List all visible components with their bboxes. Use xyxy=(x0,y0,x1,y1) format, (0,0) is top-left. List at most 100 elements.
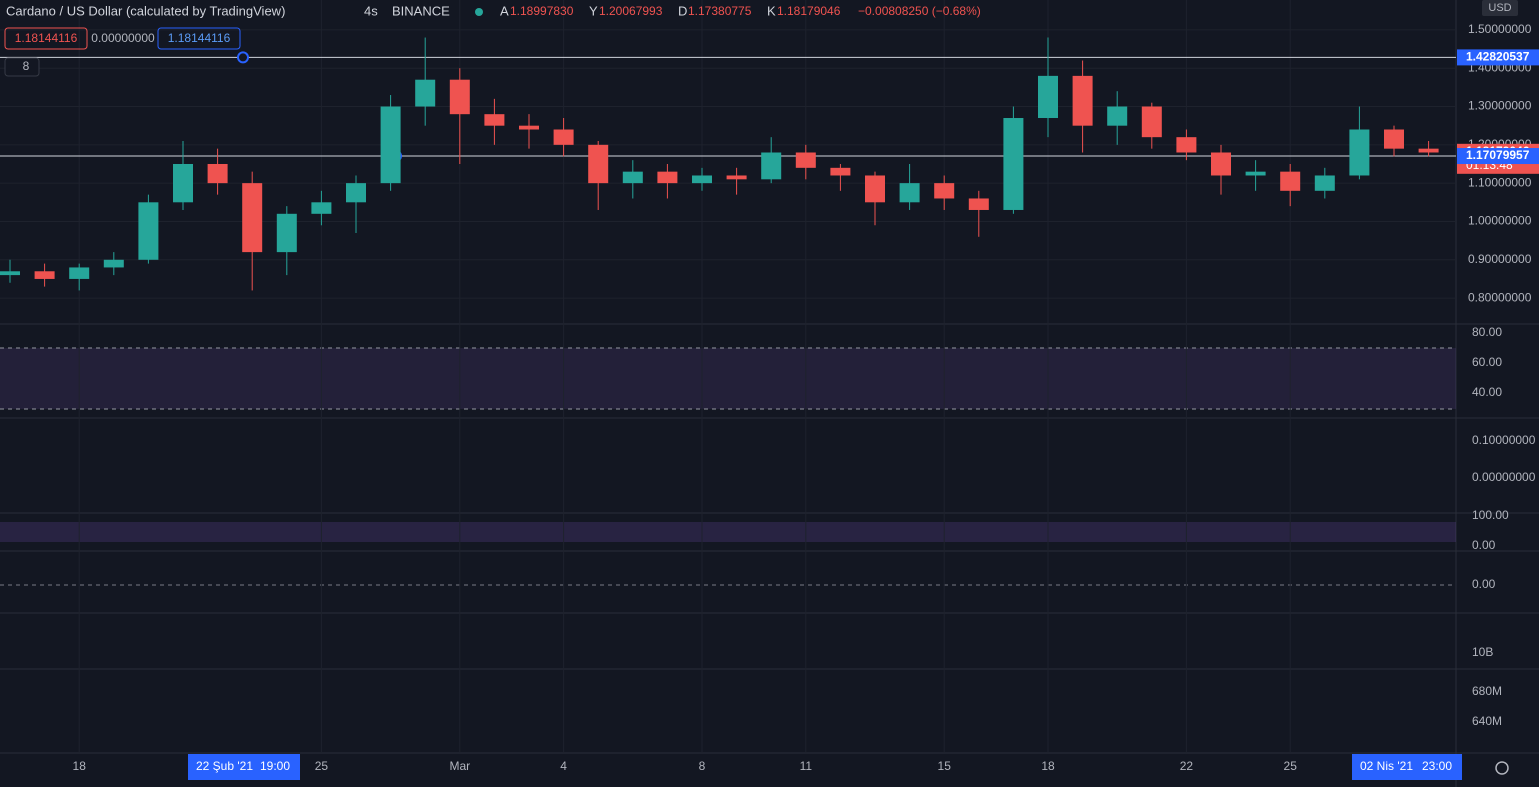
candle-body xyxy=(103,259,124,268)
candle-body xyxy=(346,183,366,203)
settings-icon[interactable] xyxy=(1495,761,1509,775)
x-tick-label: 18 xyxy=(1041,759,1055,773)
candle-body xyxy=(968,198,989,210)
candle-body xyxy=(415,79,436,107)
candle-body xyxy=(622,171,643,184)
interval: 4s xyxy=(364,3,378,18)
pane-tick-label: 10B xyxy=(1472,645,1493,659)
pane-tick-label: 80.00 xyxy=(1472,325,1502,339)
bid[interactable]: 1.18144116 xyxy=(15,31,78,45)
ask[interactable]: 1.18144116 xyxy=(168,31,231,45)
pane-tick-label: 0.10000000 xyxy=(1472,433,1536,447)
currency[interactable]: USD xyxy=(1488,2,1511,14)
currency-box[interactable] xyxy=(1482,0,1518,16)
x-tick-label: 11 xyxy=(800,759,813,773)
candle-body xyxy=(588,144,609,184)
spread: 0.00000000 xyxy=(91,31,155,45)
x-tick-label: 4 xyxy=(560,759,567,773)
ohlc-key: Y xyxy=(589,3,598,18)
crosshair-time: 19:00 xyxy=(260,759,290,773)
candle-body xyxy=(138,202,159,260)
status-dot xyxy=(475,8,483,16)
pane-tick-label: 640M xyxy=(1472,714,1502,728)
collapse-button[interactable] xyxy=(4,57,40,77)
candle-body xyxy=(484,114,505,126)
pane-tick-label: 680M xyxy=(1472,684,1502,698)
bid-box[interactable] xyxy=(4,27,88,50)
pane-tick-label: 60.00 xyxy=(1472,355,1502,369)
candle-body xyxy=(692,175,712,184)
y-tick-label: 0.80000000 xyxy=(1468,290,1532,304)
candle-body xyxy=(795,152,816,168)
candle-body xyxy=(311,202,332,214)
collapse-count[interactable]: 8 xyxy=(23,59,30,73)
x-tick-label: 25 xyxy=(1284,759,1298,773)
price-plot xyxy=(0,0,1456,753)
ask-box[interactable] xyxy=(157,27,241,50)
ohlc-value: 1.18179046 xyxy=(777,4,841,18)
candle-body xyxy=(1072,75,1093,126)
x-tick-label: 15 xyxy=(938,759,952,773)
candle-body xyxy=(726,175,747,180)
candle-body xyxy=(1038,75,1058,119)
candle-body xyxy=(830,167,851,176)
ohlc-value: 1.17380775 xyxy=(688,4,752,18)
x-tick-label: 8 xyxy=(699,759,706,773)
candle-body xyxy=(934,183,955,199)
pane-tick-label: 40.00 xyxy=(1472,385,1502,399)
price-tag-label: 1.17079957 xyxy=(1466,148,1530,162)
candle-body xyxy=(449,79,470,115)
candle-body xyxy=(1418,148,1439,153)
candle-body xyxy=(657,171,678,184)
candle-body xyxy=(1349,129,1370,176)
candle-body xyxy=(865,175,885,203)
candle-body xyxy=(1211,152,1231,176)
candle-body xyxy=(1176,137,1197,153)
crosshair-tag xyxy=(1352,754,1462,780)
candle-body xyxy=(69,267,90,279)
rsi-band xyxy=(0,348,1456,409)
candle-body xyxy=(553,129,574,145)
crosshair-time: 23:00 xyxy=(1422,759,1452,773)
candle-body xyxy=(34,271,55,279)
price-tag xyxy=(1457,49,1539,66)
exchange: BINANCE xyxy=(392,3,450,18)
candle-body xyxy=(1384,129,1404,149)
stoch-band xyxy=(0,522,1456,542)
ohlc-value: 1.20067993 xyxy=(599,4,663,18)
crosshair-date: 22 Şub '21 xyxy=(196,759,253,773)
x-tick-label: 22 xyxy=(1180,759,1194,773)
candle-body xyxy=(761,152,782,180)
crosshair-date: 02 Nis '21 xyxy=(1360,759,1413,773)
candle-body xyxy=(173,163,193,203)
x-tick-label: 18 xyxy=(73,759,87,773)
x-tick-label: 25 xyxy=(315,759,329,773)
candle-body xyxy=(0,271,20,276)
candle-body xyxy=(380,106,401,184)
price-tag xyxy=(1457,148,1539,165)
pane-tick-label: 0.00 xyxy=(1472,577,1496,591)
ohlc-value: 1.18997830 xyxy=(510,4,574,18)
symbol: Cardano / US Dollar (calculated by Tradi… xyxy=(6,3,285,18)
pane-tick-label: 0.00000000 xyxy=(1472,470,1536,484)
candle-body xyxy=(1245,171,1266,176)
y-tick-label: 1.30000000 xyxy=(1468,99,1532,113)
y-tick-label: 1.50000000 xyxy=(1468,22,1532,36)
candle-body xyxy=(242,183,263,253)
ohlc-key: K xyxy=(767,3,776,18)
ohlc-key: D xyxy=(678,3,687,18)
y-tick-label: 0.90000000 xyxy=(1468,252,1532,266)
y-tick-label: 1.00000000 xyxy=(1468,214,1532,228)
candle-body xyxy=(1280,171,1301,191)
crosshair-tag xyxy=(188,754,300,780)
candle-body xyxy=(519,125,539,130)
x-tick-label: Mar xyxy=(449,759,470,773)
ohlc-key: A xyxy=(500,3,509,18)
anchor-handle xyxy=(237,51,249,64)
pane-tick-label: 0.00 xyxy=(1472,538,1496,552)
candle-body xyxy=(1107,106,1128,126)
candle-body xyxy=(1141,106,1162,138)
